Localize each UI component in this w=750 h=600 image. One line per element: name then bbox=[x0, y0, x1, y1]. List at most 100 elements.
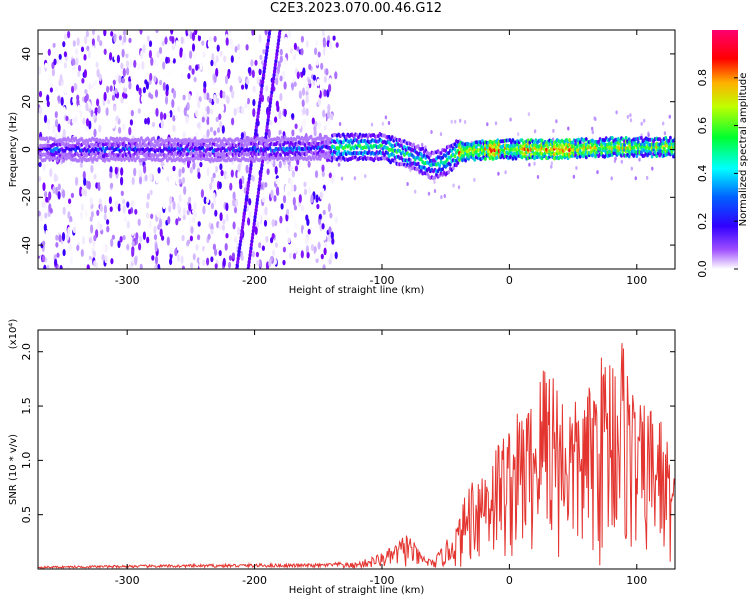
noise-speck bbox=[201, 40, 205, 46]
noise-speck bbox=[92, 112, 96, 120]
noise-speck bbox=[127, 101, 132, 109]
signal-band-mark bbox=[158, 146, 162, 151]
y-tick-label: -20 bbox=[20, 188, 33, 206]
noise-speck bbox=[232, 191, 236, 201]
noise-speck bbox=[273, 258, 277, 265]
signal-band-mark bbox=[419, 168, 423, 173]
streak-mark bbox=[247, 180, 251, 185]
noise-speck bbox=[93, 260, 97, 267]
noise-speck bbox=[77, 64, 82, 72]
noise-speck bbox=[161, 40, 165, 47]
noise-speck bbox=[126, 220, 130, 229]
noise-speck bbox=[301, 187, 305, 194]
noise-speck bbox=[153, 225, 157, 234]
noise-speck bbox=[162, 61, 166, 70]
noise-speck bbox=[414, 189, 417, 194]
noise-speck bbox=[285, 226, 289, 235]
noise-speck bbox=[97, 91, 101, 98]
noise-speck bbox=[131, 227, 135, 237]
streak-mark bbox=[242, 211, 246, 216]
noise-speck bbox=[219, 163, 223, 171]
noise-speck bbox=[283, 57, 287, 65]
noise-speck bbox=[227, 30, 232, 36]
noise-speck bbox=[91, 30, 96, 36]
noise-speck bbox=[222, 257, 226, 267]
noise-speck bbox=[212, 243, 216, 251]
noise-speck bbox=[322, 109, 326, 118]
noise-speck bbox=[171, 36, 175, 44]
signal-band-mark bbox=[279, 138, 282, 143]
noise-speck bbox=[212, 172, 216, 179]
noise-speck bbox=[287, 30, 292, 39]
noise-speck bbox=[110, 258, 114, 265]
noise-speck bbox=[203, 196, 207, 205]
noise-speck bbox=[80, 249, 84, 257]
noise-speck bbox=[189, 50, 193, 59]
noise-speck bbox=[219, 198, 223, 208]
signal-band-mark bbox=[451, 166, 455, 171]
noise-speck bbox=[102, 244, 106, 253]
noise-speck bbox=[93, 128, 97, 138]
noise-speck bbox=[128, 37, 132, 44]
noise-speck bbox=[314, 47, 318, 56]
noise-speck bbox=[77, 70, 81, 78]
streak-mark bbox=[270, 86, 274, 92]
noise-speck bbox=[311, 92, 315, 100]
signal-band-mark bbox=[453, 154, 457, 159]
noise-speck bbox=[106, 85, 110, 94]
noise-speck bbox=[321, 164, 325, 172]
noise-speck bbox=[131, 241, 135, 247]
noise-speck bbox=[102, 164, 106, 172]
noise-speck bbox=[46, 94, 50, 103]
noise-speck bbox=[114, 87, 118, 95]
noise-speck bbox=[119, 236, 123, 243]
signal-band-mark bbox=[207, 144, 211, 148]
noise-speck bbox=[146, 117, 150, 125]
noise-speck bbox=[195, 52, 199, 62]
streak-mark bbox=[255, 121, 259, 126]
signal-band-mark bbox=[390, 135, 394, 140]
signal-band-mark bbox=[195, 151, 198, 155]
signal-band-mark bbox=[167, 146, 171, 151]
noise-speck bbox=[277, 119, 281, 126]
streak-mark bbox=[253, 218, 257, 223]
noise-speck bbox=[159, 228, 163, 237]
noise-speck bbox=[266, 168, 270, 175]
noise-speck bbox=[316, 87, 320, 96]
noise-speck bbox=[195, 64, 199, 71]
noise-speck bbox=[262, 48, 266, 55]
noise-speck bbox=[148, 219, 152, 229]
noise-speck bbox=[180, 36, 184, 45]
noise-speck bbox=[128, 81, 132, 90]
signal-band-mark bbox=[471, 153, 475, 158]
noise-speck bbox=[156, 211, 160, 218]
noise-speck bbox=[107, 246, 112, 252]
streak-mark bbox=[275, 48, 279, 53]
noise-speck bbox=[238, 187, 242, 194]
streak-mark bbox=[240, 225, 245, 230]
signal-band-mark bbox=[137, 144, 140, 149]
streak-mark bbox=[239, 235, 243, 240]
x-tick-label: -300 bbox=[115, 274, 140, 287]
noise-speck bbox=[139, 30, 143, 35]
noise-speck bbox=[191, 32, 196, 42]
noise-speck bbox=[237, 170, 241, 180]
noise-speck bbox=[312, 253, 316, 263]
noise-speck bbox=[233, 107, 237, 117]
noise-speck bbox=[272, 249, 276, 257]
noise-speck bbox=[194, 118, 198, 125]
signal-band-mark bbox=[433, 175, 437, 180]
noise-speck bbox=[387, 121, 391, 125]
noise-speck bbox=[321, 223, 325, 230]
noise-speck bbox=[252, 98, 256, 107]
noise-speck bbox=[60, 96, 64, 106]
noise-speck bbox=[310, 194, 314, 204]
noise-speck bbox=[259, 63, 263, 70]
noise-speck bbox=[102, 176, 106, 184]
noise-speck bbox=[290, 82, 294, 91]
streak-mark bbox=[274, 59, 278, 64]
streak-mark bbox=[264, 135, 268, 140]
noise-speck bbox=[283, 108, 287, 117]
noise-speck bbox=[552, 128, 555, 133]
noise-speck bbox=[185, 116, 189, 124]
